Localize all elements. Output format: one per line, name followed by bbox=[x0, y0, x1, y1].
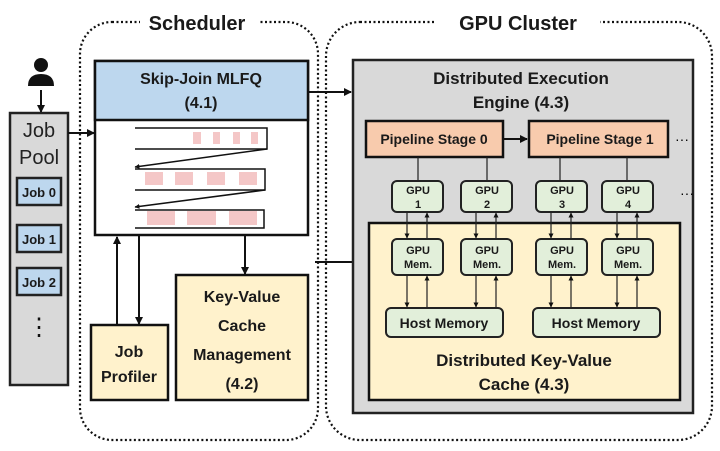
mlfq-section: (4.1) bbox=[185, 95, 218, 112]
gpu-label: GPU bbox=[406, 185, 430, 197]
gpu-mem-label: Mem. bbox=[473, 259, 501, 271]
svg-text:Profiler: Profiler bbox=[101, 369, 157, 386]
queue-jobs bbox=[145, 132, 258, 225]
gpu-number: 4 bbox=[625, 199, 632, 211]
gpu-label: GPU bbox=[475, 185, 499, 197]
gpu-box bbox=[391, 180, 444, 213]
gpu-box bbox=[535, 180, 588, 213]
more-jobs: ⋮ bbox=[27, 314, 51, 341]
gpu-number: 2 bbox=[484, 199, 490, 211]
gpu-mem-label: GPU bbox=[475, 245, 499, 257]
mlfq-title: Skip-Join MLFQ bbox=[140, 71, 262, 88]
gpu-mem-label: Mem. bbox=[404, 259, 432, 271]
svg-text:Job 1: Job 1 bbox=[22, 232, 56, 247]
kv-cache-management bbox=[174, 273, 310, 402]
gpu-label: GPU bbox=[550, 185, 574, 197]
svg-text:Host Memory: Host Memory bbox=[552, 315, 641, 331]
job-item[interactable]: Job 0 bbox=[15, 176, 63, 207]
gpu-memory-box bbox=[535, 238, 588, 276]
host-memory: Host Memory bbox=[532, 307, 661, 338]
svg-text:(4.2): (4.2) bbox=[226, 376, 259, 393]
svg-text:Job: Job bbox=[115, 344, 144, 361]
gpu-box bbox=[601, 180, 654, 213]
svg-text:Host Memory: Host Memory bbox=[400, 315, 489, 331]
job-pool-label: Job bbox=[23, 120, 55, 142]
job-item[interactable]: Job 1 bbox=[15, 223, 63, 254]
svg-text:Cache: Cache bbox=[218, 318, 266, 335]
more-stages: ··· bbox=[675, 131, 689, 147]
svg-text:Cache (4.3): Cache (4.3) bbox=[479, 375, 570, 394]
job-profiler bbox=[89, 323, 170, 402]
gpu-number: 3 bbox=[559, 199, 565, 211]
gpu-mem-label: Mem. bbox=[548, 259, 576, 271]
job-item[interactable]: Job 2 bbox=[15, 266, 63, 297]
pipeline-stage-1: Pipeline Stage 1 bbox=[527, 119, 670, 159]
svg-text:Pipeline Stage 1: Pipeline Stage 1 bbox=[546, 131, 654, 147]
gpu-mem-label: GPU bbox=[406, 245, 430, 257]
gpu-mem-label: GPU bbox=[616, 245, 640, 257]
more-gpus: ··· bbox=[680, 185, 694, 201]
host-memory: Host Memory bbox=[385, 307, 504, 338]
gpu-label: GPU bbox=[616, 185, 640, 197]
gpu-memory-box bbox=[460, 238, 513, 276]
pipeline-stage-0: Pipeline Stage 0 bbox=[364, 119, 505, 159]
job-pool-label: Pool bbox=[19, 147, 59, 169]
gpu-number: 1 bbox=[415, 199, 421, 211]
svg-text:Distributed Execution: Distributed Execution bbox=[433, 69, 609, 88]
svg-text:Pipeline Stage 0: Pipeline Stage 0 bbox=[380, 131, 488, 147]
svg-text:Key-Value: Key-Value bbox=[204, 289, 281, 306]
gpu-mem-label: Mem. bbox=[614, 259, 642, 271]
svg-text:Job 2: Job 2 bbox=[22, 275, 56, 290]
gpu-memory-box bbox=[391, 238, 444, 276]
svg-text:Engine (4.3): Engine (4.3) bbox=[473, 93, 569, 112]
gpu-box bbox=[460, 180, 513, 213]
gpu-mem-label: GPU bbox=[550, 245, 574, 257]
svg-text:Management: Management bbox=[193, 347, 291, 364]
scheduler-title: Scheduler bbox=[149, 13, 246, 35]
gpu-cluster-title: GPU Cluster bbox=[459, 13, 577, 35]
svg-text:Distributed Key-Value: Distributed Key-Value bbox=[436, 351, 612, 370]
queue-diagram bbox=[134, 127, 268, 229]
svg-text:Job 0: Job 0 bbox=[22, 185, 56, 200]
user-icon bbox=[28, 58, 54, 86]
gpu-memory-box bbox=[601, 238, 654, 276]
